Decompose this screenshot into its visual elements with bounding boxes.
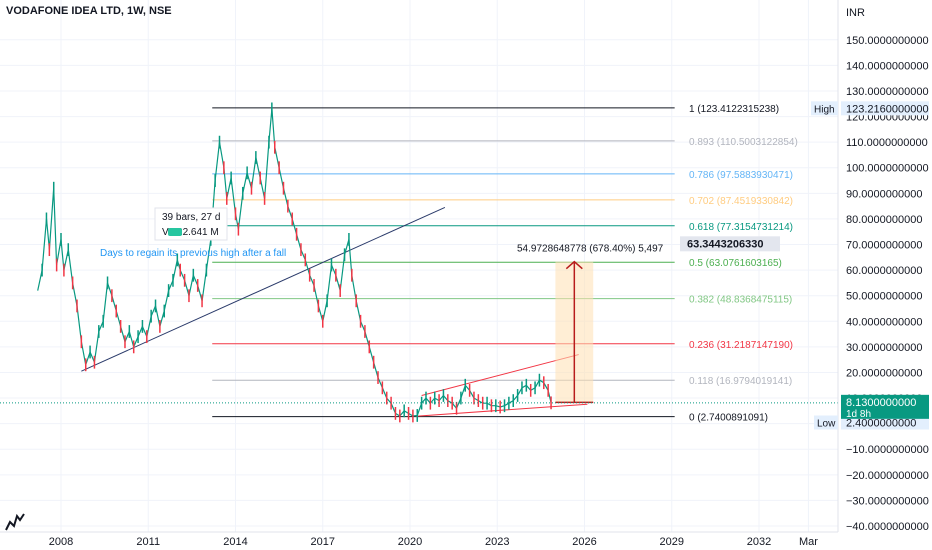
tooltip-line1: 39 bars, 27 d [162,212,220,223]
fib-level-label: 0.893 (110.5003122854) [689,137,798,148]
y-tick-label: 70.0000000000 [846,240,922,252]
last-price-tag [841,394,929,419]
measure-arrow-head [565,260,583,270]
y-tick-label: 20.0000000000 [846,367,922,379]
fib-level-label: 0.786 (97.5883930471) [689,170,793,181]
fib-level-label: 0.382 (48.8368475115) [689,295,792,306]
low-value-tag [841,415,929,430]
y-tick-label: 80.0000000000 [846,214,922,226]
x-tick-label: Mar [799,536,818,548]
fib-level-label: 0.702 (87.4519330842) [689,196,793,207]
wedge-lower-line [415,403,588,417]
y-tick-label: 100.0000000000 [846,163,929,175]
last-price-countdown: 1d 8h [846,409,871,420]
y-tick-label: 40.0000000000 [846,316,922,328]
chart-labels: High 123.2160000000 Low 2.4000000000 8.13000… [100,101,929,430]
x-tick-label: 2029 [660,536,684,548]
bars-tooltip [154,207,228,241]
fib-level-label: 1 (123.4122315238) [689,104,779,115]
x-tick-label: 2011 [136,536,160,548]
y-tick-label: −10.0000000000 [846,444,929,456]
tooltip-marker [168,228,182,236]
high-tag [811,101,838,116]
measure-value-badge [680,236,780,252]
chart-grid [0,0,838,532]
y-tick-label: −30.0000000000 [846,495,929,507]
tooltip-line2: V 322.641 M [162,227,219,238]
price-series [0,102,838,423]
y-tick-label: −20.0000000000 [846,470,929,482]
y-tick-label: 50.0000000000 [846,291,922,303]
x-tick-label: 2026 [572,536,596,548]
low-tag [814,415,838,430]
y-tick-label: 60.0000000000 [846,265,922,277]
measure-value: 63.3443206330 [687,238,763,250]
fib-level-label: 0 (2.7400891091) [689,413,768,424]
drawing-tools [81,206,594,417]
y-tick-label: 140.0000000000 [846,60,929,72]
trendline [81,206,446,372]
x-tick-label: 2014 [223,536,247,548]
y-tick-label: 110.0000000000 [846,137,928,149]
last-price-value: 8.1300000000 [846,397,916,409]
time-axis: 2008 2011 2014 2017 2020 2023 2026 2029 2032 Mar [0,531,838,548]
price-axis: INR 150.0000000000 140.0000000000 130.00000… [837,0,929,533]
x-tick-label: 2023 [485,536,509,548]
x-tick-label: 2017 [311,536,335,548]
y-tick-label: 150.0000000000 [846,35,929,47]
annotation-note: Days to regain its previous high after a… [100,248,286,259]
y-tick-label: 90.0000000000 [846,188,922,200]
y-tick-label: −40.0000000000 [846,521,929,533]
x-tick-label: 2008 [49,536,73,548]
y-tick-label: 130.0000000000 [846,86,929,98]
high-label: High [814,104,835,115]
low-label: Low [817,418,836,429]
high-value: 123.2160000000 [846,103,929,115]
currency-label: INR [846,7,865,19]
fib-level-label: 0.118 (16.9794019141) [689,376,792,387]
x-tick-label: 2020 [398,536,422,548]
wedge-upper-line [421,354,579,396]
measure-text: 54.9728648778 (678.40%) 5,497 [517,244,664,255]
y-tick-label: 30.0000000000 [846,342,922,354]
fib-level-label: 0.5 (63.0761603165) [689,258,782,269]
low-value: 2.4000000000 [846,417,916,429]
tradingview-logo [5,513,25,531]
fib-level-label: 0.236 (31.2187147190) [689,340,793,351]
fib-level-label: 0.618 (77.3154731214) [689,222,793,233]
fibonacci-levels: 1 (123.4122315238) 0.893 (110.5003122854)… [212,104,798,424]
x-tick-label: 2032 [747,536,771,548]
chart-title: VODAFONE IDEA LTD, 1W, NSE [6,5,172,17]
high-value-tag [841,101,929,116]
